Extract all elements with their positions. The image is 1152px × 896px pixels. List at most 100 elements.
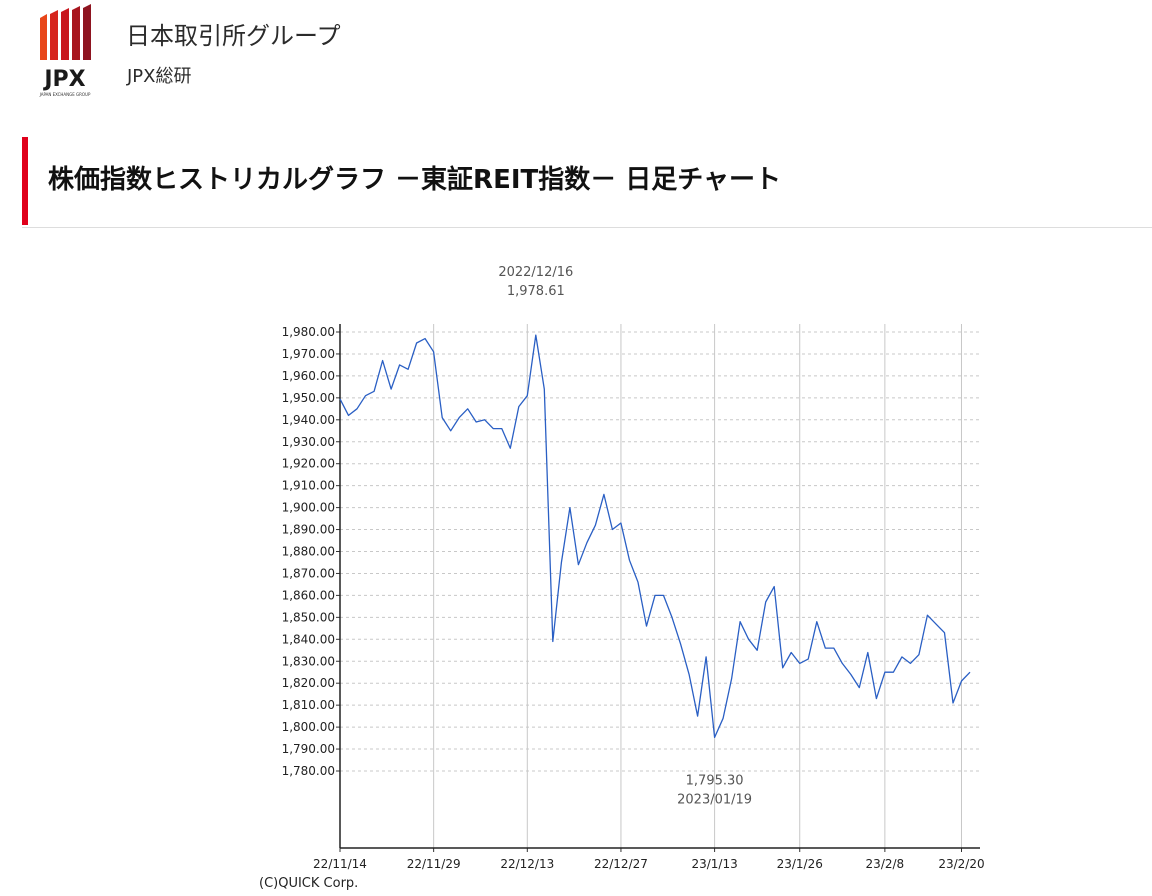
jpx-logo[interactable]: JPX JAPAN EXCHANGE GROUP	[36, 4, 98, 104]
y-tick-label: 1,960.00	[282, 369, 335, 383]
data-point	[407, 369, 409, 371]
data-point	[756, 649, 758, 651]
y-tick-label: 1,890.00	[282, 523, 335, 537]
chart-annotations: 2022/12/16 1,978.61 1,795.30 2023/01/19	[498, 265, 752, 807]
data-point	[688, 674, 690, 676]
y-tick-label: 1,840.00	[282, 632, 335, 646]
data-point	[910, 663, 912, 665]
y-tick-label: 1,780.00	[282, 764, 335, 778]
x-tick-label: 23/2/8	[866, 857, 905, 871]
data-point	[739, 621, 741, 623]
data-point	[969, 671, 971, 673]
data-point	[561, 562, 563, 564]
logo-subtext: JAPAN EXCHANGE GROUP	[39, 92, 91, 97]
data-point	[654, 595, 656, 597]
series-line	[339, 334, 971, 739]
data-point	[365, 395, 367, 397]
data-point	[876, 698, 878, 700]
data-point	[544, 388, 546, 390]
site-header: JPX JAPAN EXCHANGE GROUP 日本取引所グループ JPX総研	[0, 0, 1152, 130]
logo-text: JPX	[42, 67, 85, 92]
data-point	[603, 494, 605, 496]
max-value-label: 1,978.61	[507, 284, 565, 299]
data-point	[697, 715, 699, 717]
x-tick-label: 23/1/26	[777, 857, 823, 871]
y-tick-label: 1,920.00	[282, 457, 335, 471]
data-point	[765, 601, 767, 603]
data-point	[680, 643, 682, 645]
title-accent-bar	[22, 137, 28, 225]
page-title: 株価指数ヒストリカルグラフ －東証REIT指数－ 日足チャート	[48, 165, 782, 195]
x-tick-labels: 22/11/14 22/11/29 22/12/13 22/12/27 23/1/13 2…	[313, 857, 985, 871]
line-chart: 1,980.00 1,970.00 1,960.00 1,950.00 1,940.00…	[282, 265, 985, 871]
data-point	[731, 678, 733, 680]
y-tick-label: 1,970.00	[282, 347, 335, 361]
data-point	[901, 656, 903, 658]
brand-subname: JPX総研	[127, 66, 192, 87]
y-tick-label: 1,810.00	[282, 698, 335, 712]
data-point	[509, 448, 511, 450]
data-point	[952, 702, 954, 704]
data-point	[935, 623, 937, 625]
x-tick-label: 22/12/27	[594, 857, 648, 871]
y-tick-label: 1,950.00	[282, 391, 335, 405]
min-date-label: 2023/01/19	[677, 792, 752, 807]
data-point	[867, 652, 869, 654]
data-point	[484, 419, 486, 421]
data-point	[714, 737, 716, 739]
y-tick-label: 1,930.00	[282, 435, 335, 449]
data-point	[629, 559, 631, 561]
chart-series	[339, 334, 971, 739]
data-point	[526, 395, 528, 397]
data-point	[841, 663, 843, 665]
data-point	[884, 671, 886, 673]
data-point	[424, 338, 426, 340]
data-point	[475, 421, 477, 423]
y-tick-label: 1,850.00	[282, 610, 335, 624]
data-point	[850, 674, 852, 676]
y-tick-label: 1,880.00	[282, 545, 335, 559]
data-point	[535, 334, 537, 336]
max-date-label: 2022/12/16	[498, 265, 573, 280]
data-point	[705, 656, 707, 658]
y-tick-label: 1,940.00	[282, 413, 335, 427]
data-point	[433, 351, 435, 353]
title-bar: 株価指数ヒストリカルグラフ －東証REIT指数－ 日足チャート	[22, 137, 1152, 228]
data-point	[501, 428, 503, 430]
data-point	[799, 663, 801, 665]
min-value-label: 1,795.30	[686, 773, 744, 788]
data-point	[918, 654, 920, 656]
y-tick-label: 1,910.00	[282, 479, 335, 493]
data-point	[373, 390, 375, 392]
data-point	[773, 586, 775, 588]
data-point	[382, 360, 384, 362]
data-point	[722, 718, 724, 720]
data-point	[824, 647, 826, 649]
data-point	[586, 542, 588, 544]
data-point	[833, 647, 835, 649]
data-point	[339, 398, 341, 400]
data-point	[961, 680, 963, 682]
x-tick-label: 22/11/14	[313, 857, 367, 871]
data-point	[944, 632, 946, 634]
data-point	[348, 415, 350, 417]
brand-name: 日本取引所グループ	[126, 22, 341, 50]
chart-axes	[336, 324, 980, 852]
x-tick-label: 22/12/13	[500, 857, 554, 871]
data-point	[748, 639, 750, 641]
y-tick-label: 1,860.00	[282, 588, 335, 602]
data-point	[612, 529, 614, 531]
data-point	[578, 564, 580, 566]
data-point	[927, 614, 929, 616]
chart-grid	[340, 324, 980, 848]
data-point	[646, 625, 648, 627]
x-tick-label: 23/1/13	[691, 857, 737, 871]
data-point	[859, 687, 861, 689]
data-point	[552, 641, 554, 643]
y-tick-label: 1,830.00	[282, 654, 335, 668]
data-point	[416, 342, 418, 344]
copyright-text: (C)QUICK Corp.	[259, 876, 359, 891]
data-point	[492, 428, 494, 430]
data-point	[620, 522, 622, 524]
data-point	[467, 408, 469, 410]
